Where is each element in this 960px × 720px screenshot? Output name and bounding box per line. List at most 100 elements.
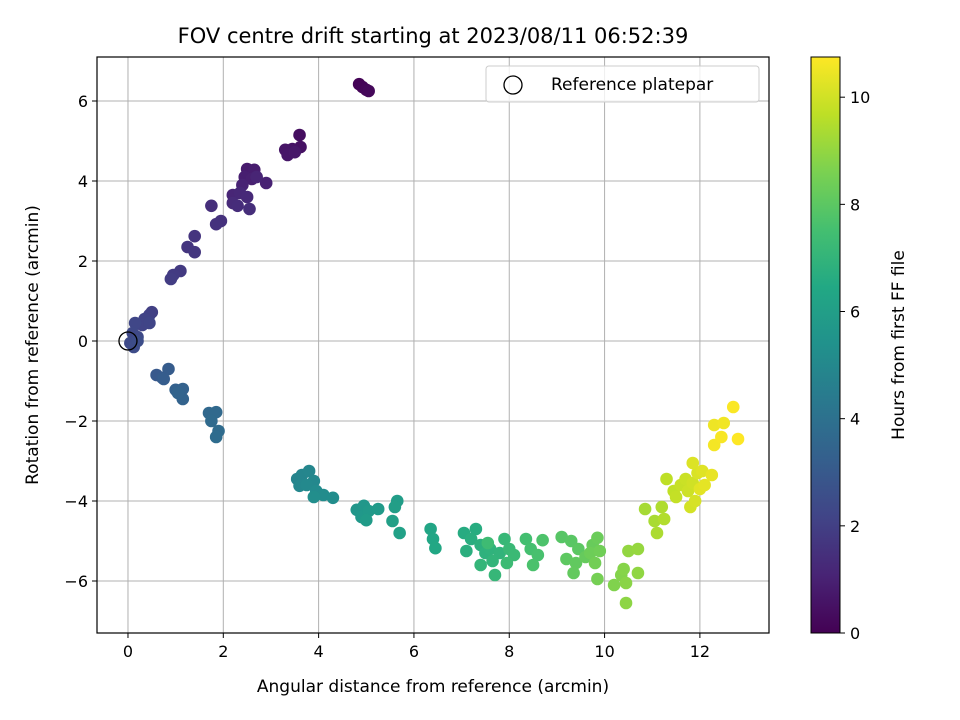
data-point	[526, 558, 540, 572]
data-point	[655, 500, 669, 514]
data-point	[686, 456, 700, 470]
data-point	[259, 176, 273, 190]
data-point	[388, 500, 402, 514]
data-point	[650, 526, 664, 540]
data-point	[631, 542, 645, 556]
colorbar-tick-label: 2	[850, 517, 860, 536]
data-point	[157, 372, 171, 386]
data-point	[660, 472, 673, 486]
data-point	[474, 558, 487, 572]
data-point	[591, 531, 604, 545]
data-point	[128, 316, 142, 330]
data-point	[567, 566, 580, 580]
data-point	[619, 596, 633, 610]
data-point	[726, 400, 740, 414]
data-point	[143, 316, 156, 330]
x-tick-label: 12	[690, 642, 710, 661]
data-point	[638, 502, 652, 516]
data-point	[631, 566, 645, 580]
data-point	[293, 128, 306, 142]
data-point	[657, 512, 671, 526]
data-point	[498, 532, 511, 546]
data-point	[188, 229, 202, 243]
data-point	[717, 416, 731, 430]
data-point	[519, 532, 533, 546]
plot-frame	[96, 56, 770, 634]
data-point	[188, 245, 202, 259]
y-tick-label: 6	[78, 92, 88, 111]
data-point	[560, 552, 573, 566]
data-point	[569, 556, 583, 570]
data-point	[362, 84, 375, 98]
data-point	[460, 544, 473, 558]
data-point	[669, 490, 683, 504]
data-point	[171, 386, 185, 400]
y-tick-label: −4	[64, 492, 88, 511]
colorbar	[810, 56, 841, 634]
data-point	[500, 556, 514, 570]
data-point	[591, 572, 604, 586]
data-point	[583, 546, 597, 560]
data-point	[688, 494, 702, 508]
data-point	[240, 190, 254, 204]
data-point	[393, 526, 406, 540]
colorbar-tick-label: 10	[850, 88, 870, 107]
data-point	[536, 533, 549, 547]
chart-title: FOV centre drift starting at 2023/08/11 …	[178, 24, 689, 48]
x-tick-label: 10	[594, 642, 614, 661]
data-point	[209, 430, 223, 444]
x-tick-label: 8	[504, 642, 514, 661]
y-axis-ticks: −6 −4 −2 0 2 4 6	[64, 92, 97, 591]
data-points	[124, 77, 745, 610]
data-point	[317, 488, 330, 502]
data-point	[205, 199, 218, 213]
legend-marker	[503, 75, 523, 95]
data-point	[695, 464, 709, 478]
colorbar-tick-label: 8	[850, 195, 860, 214]
legend-label: Reference platepar	[551, 75, 713, 95]
data-point	[648, 514, 661, 528]
colorbar-tick-label: 0	[850, 624, 860, 643]
y-tick-label: 2	[78, 252, 88, 271]
data-point	[243, 202, 256, 216]
data-point	[488, 568, 502, 582]
y-axis-label: Rotation from reference (arcmin)	[23, 205, 43, 485]
y-tick-label: 4	[78, 172, 88, 191]
data-point	[302, 464, 316, 478]
colorbar-label: Hours from first FF file	[889, 250, 909, 440]
data-point	[288, 145, 302, 159]
data-point	[209, 217, 223, 231]
reference-marker	[118, 331, 138, 351]
data-point	[607, 578, 621, 592]
y-tick-label: −6	[64, 572, 88, 591]
data-point	[617, 562, 630, 576]
data-point	[386, 514, 399, 528]
data-point	[707, 418, 721, 432]
data-point	[250, 170, 263, 184]
data-point	[326, 491, 340, 505]
data-point	[486, 554, 499, 568]
data-point	[424, 522, 437, 536]
data-point	[705, 468, 719, 482]
data-point	[622, 544, 635, 558]
x-axis-label: Angular distance from reference (arcmin)	[257, 677, 609, 697]
y-tick-label: 0	[78, 332, 88, 351]
data-point	[469, 522, 483, 536]
data-point	[464, 532, 478, 546]
x-tick-label: 4	[314, 642, 324, 661]
x-tick-label: 0	[123, 642, 133, 661]
data-point	[555, 530, 568, 544]
legend-box	[485, 65, 760, 103]
data-point	[619, 576, 633, 590]
data-point	[731, 432, 745, 446]
data-point	[231, 199, 244, 213]
legend: Reference platepar	[485, 65, 760, 103]
data-point	[481, 536, 495, 550]
data-point	[593, 544, 607, 558]
data-point	[300, 478, 314, 492]
x-tick-label: 2	[218, 642, 228, 661]
data-point	[715, 430, 728, 444]
colorbar-tick-label: 4	[850, 410, 860, 429]
data-point	[429, 541, 442, 555]
